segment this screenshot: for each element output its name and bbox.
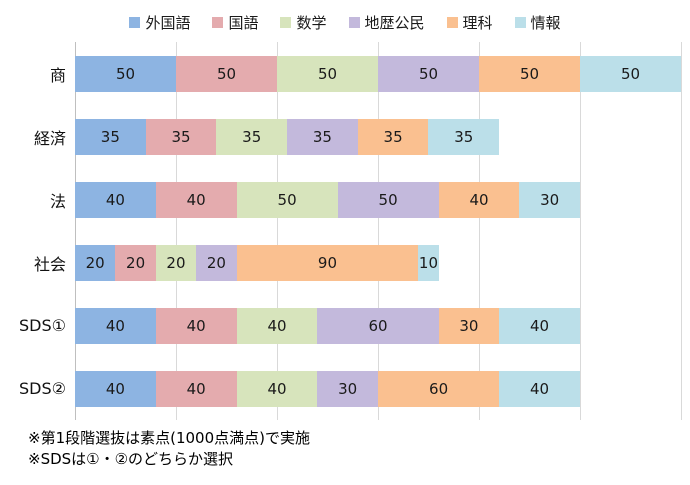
bar-segment-情報: 30 bbox=[519, 181, 580, 218]
legend-item: 国語 bbox=[212, 12, 258, 33]
legend-item: 地歴公民 bbox=[348, 12, 425, 33]
bar-segment-地歴公民: 60 bbox=[317, 307, 439, 344]
bar-segment-外国語: 20 bbox=[75, 244, 116, 281]
y-axis-line bbox=[75, 42, 76, 420]
bar-segment-理科: 60 bbox=[377, 370, 500, 407]
gridline bbox=[479, 42, 480, 420]
gridline bbox=[580, 42, 581, 420]
footnotes: ※第1段階選抜は素点(1000点満点)で実施 ※SDSは①・②のどちらか選択 bbox=[28, 428, 310, 470]
bar-segment-外国語: 40 bbox=[75, 307, 156, 344]
legend: 外国語 国語 数学 地歴公民 理科 情報 bbox=[0, 12, 690, 33]
bar-segment-国語: 40 bbox=[155, 181, 237, 218]
bar-segment-国語: 50 bbox=[176, 55, 277, 92]
legend-label: 情報 bbox=[530, 14, 561, 32]
bar-row: 40 40 40 60 30 40 bbox=[75, 294, 681, 357]
legend-item: 情報 bbox=[514, 12, 561, 33]
bar-segment-地歴公民: 50 bbox=[378, 55, 479, 92]
legend-swatch-icon bbox=[280, 17, 292, 28]
legend-label: 外国語 bbox=[145, 14, 191, 32]
gridline bbox=[378, 42, 379, 420]
bar-segment-数学: 50 bbox=[236, 181, 338, 218]
bar-segment-理科: 90 bbox=[236, 244, 419, 281]
legend-swatch-icon bbox=[514, 17, 526, 28]
bar-segment-地歴公民: 30 bbox=[317, 370, 378, 407]
bar-row: 50 50 50 50 50 50 bbox=[75, 42, 681, 105]
bar-segment-情報: 40 bbox=[499, 370, 580, 407]
bar-segment-国語: 35 bbox=[145, 118, 217, 155]
bar-segment-数学: 50 bbox=[277, 55, 378, 92]
legend-label: 地歴公民 bbox=[364, 14, 425, 32]
legend-swatch-icon bbox=[348, 17, 360, 28]
bar-row: 35 35 35 35 35 35 bbox=[75, 105, 681, 168]
plot-area: 50 50 50 50 50 50 35 35 35 35 35 35 40 40 50 50 40 30 20 20… bbox=[75, 42, 682, 420]
legend-swatch-icon bbox=[446, 17, 458, 28]
category-label: 経済 bbox=[33, 128, 66, 148]
legend-item: 外国語 bbox=[129, 12, 190, 33]
bar-segment-数学: 40 bbox=[236, 307, 318, 344]
bar-segment-国語: 40 bbox=[155, 370, 237, 407]
bar-segment-外国語: 40 bbox=[75, 181, 156, 218]
legend-swatch-icon bbox=[129, 17, 141, 28]
bar-segment-数学: 40 bbox=[236, 370, 318, 407]
bar-segment-地歴公民: 35 bbox=[287, 118, 358, 155]
category-label: 社会 bbox=[33, 254, 66, 274]
bar-segment-外国語: 40 bbox=[75, 370, 156, 407]
category-label: 法 bbox=[49, 191, 66, 211]
gridline bbox=[176, 42, 177, 420]
legend-item: 理科 bbox=[446, 12, 493, 33]
bar-row: 40 40 40 30 60 40 bbox=[75, 357, 681, 420]
bar-segment-数学: 20 bbox=[155, 244, 197, 281]
bar-segment-外国語: 50 bbox=[75, 55, 176, 92]
legend-swatch-icon bbox=[212, 17, 224, 28]
category-label: SDS① bbox=[19, 316, 66, 335]
bar-segment-情報: 50 bbox=[580, 55, 681, 92]
bar-segment-理科: 40 bbox=[438, 181, 520, 218]
bar-segment-情報: 35 bbox=[428, 118, 500, 155]
bar-segment-理科: 30 bbox=[438, 307, 500, 344]
bar-row: 20 20 20 20 90 10 bbox=[75, 231, 681, 294]
bar-segment-地歴公民: 50 bbox=[337, 181, 439, 218]
category-label: 商 bbox=[49, 65, 66, 85]
footnote-line: ※SDSは①・②のどちらか選択 bbox=[28, 450, 234, 468]
bar-segment-理科: 35 bbox=[357, 118, 429, 155]
legend-label: 数学 bbox=[296, 14, 327, 32]
legend-item: 数学 bbox=[280, 12, 327, 33]
bar-segment-国語: 40 bbox=[155, 307, 237, 344]
legend-label: 理科 bbox=[462, 14, 493, 32]
bar-segment-外国語: 35 bbox=[75, 118, 146, 155]
legend-label: 国語 bbox=[228, 14, 259, 32]
category-label: SDS② bbox=[19, 379, 66, 398]
footnote-line: ※第1段階選抜は素点(1000点満点)で実施 bbox=[28, 429, 310, 447]
bar-segment-数学: 35 bbox=[216, 118, 288, 155]
bar-row: 40 40 50 50 40 30 bbox=[75, 168, 681, 231]
gridline bbox=[277, 42, 278, 420]
bar-segment-地歴公民: 20 bbox=[196, 244, 237, 281]
bar-segment-国語: 20 bbox=[115, 244, 156, 281]
bar-segment-情報: 40 bbox=[499, 307, 580, 344]
bar-segment-情報: 10 bbox=[418, 244, 439, 281]
category-labels: 商経済法社会 SDS① SDS② bbox=[0, 42, 66, 420]
gridline bbox=[681, 42, 682, 420]
bar-segment-理科: 50 bbox=[479, 55, 580, 92]
